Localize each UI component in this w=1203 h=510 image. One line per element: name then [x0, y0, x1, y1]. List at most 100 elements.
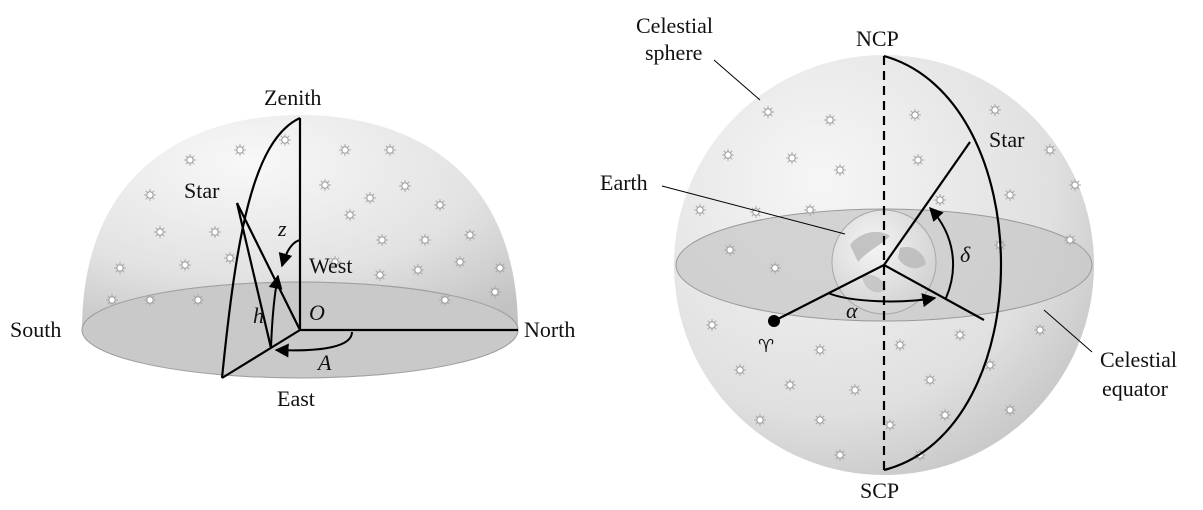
- earth-label: Earth: [600, 170, 648, 195]
- declination-symbol: δ: [960, 242, 971, 267]
- right-ascension-symbol: α: [846, 298, 858, 323]
- background-star: [804, 204, 816, 216]
- background-star: [834, 449, 846, 461]
- background-star: [494, 262, 506, 274]
- altitude-symbol: h: [253, 303, 264, 328]
- vertical-circle-arc: [220, 117, 301, 379]
- earth-leader: [661, 185, 846, 235]
- background-star: [329, 256, 341, 268]
- vernal-equinox-point: [768, 315, 780, 327]
- background-star: [894, 339, 906, 351]
- background-star: [934, 194, 946, 206]
- background-star: [912, 154, 924, 166]
- star-label: Star: [184, 178, 220, 203]
- background-stars: [694, 104, 1081, 461]
- background-star: [419, 234, 431, 246]
- background-star: [762, 106, 774, 118]
- background-star: [434, 199, 446, 211]
- zenith-label: Zenith: [264, 85, 321, 110]
- background-star: [1004, 404, 1016, 416]
- background-star: [706, 319, 718, 331]
- hour-circle-foot-line: [883, 264, 985, 321]
- declination-arrow: [929, 206, 955, 299]
- background-star: [224, 252, 236, 264]
- background-star: [1034, 324, 1046, 336]
- scp-label: SCP: [860, 478, 899, 503]
- background-star: [464, 229, 476, 241]
- background-star: [339, 144, 351, 156]
- background-star: [144, 189, 156, 201]
- background-star: [722, 149, 734, 161]
- zenith-angle-symbol: z: [277, 216, 287, 241]
- ncp-label: NCP: [856, 26, 899, 51]
- vernal-equinox-symbol: ♈: [758, 336, 774, 357]
- background-star: [814, 344, 826, 356]
- north-label: North: [524, 317, 575, 342]
- celestial-sphere-leader: [713, 59, 761, 101]
- background-star: [909, 109, 921, 121]
- star-sightline: [236, 202, 301, 331]
- background-star: [769, 262, 781, 274]
- celestial-sphere-label-line1: Celestial: [636, 13, 713, 38]
- background-star: [884, 419, 896, 431]
- east-line: [221, 329, 301, 379]
- earth-globe: [831, 209, 937, 315]
- background-star: [989, 104, 1001, 116]
- south-label: South: [10, 317, 61, 342]
- background-star: [192, 294, 204, 306]
- background-star: [939, 409, 951, 421]
- background-star: [784, 379, 796, 391]
- celestial-sphere-label-line2: sphere: [645, 40, 702, 65]
- star-foot-line: [235, 202, 273, 349]
- background-star: [184, 154, 196, 166]
- background-star: [786, 152, 798, 164]
- zenith-angle-arrow: [278, 239, 301, 268]
- background-star: [154, 226, 166, 238]
- background-star: [114, 262, 126, 274]
- background-star: [454, 256, 466, 268]
- background-star: [954, 329, 966, 341]
- celestial-equator-label-line1: Celestial: [1100, 347, 1177, 372]
- background-star: [106, 294, 118, 306]
- background-star: [1004, 189, 1016, 201]
- background-star: [1064, 234, 1076, 246]
- background-star: [1069, 179, 1081, 191]
- background-star: [724, 244, 736, 256]
- hour-circle: [883, 54, 1003, 472]
- background-star: [376, 234, 388, 246]
- background-star: [849, 384, 861, 396]
- background-star: [384, 144, 396, 156]
- background-star: [374, 269, 386, 281]
- background-star: [364, 192, 376, 204]
- background-star: [1044, 144, 1056, 156]
- celestial-equator-label-line2: equator: [1102, 376, 1169, 401]
- background-star: [834, 164, 846, 176]
- background-star: [754, 414, 766, 426]
- background-star: [209, 226, 221, 238]
- right-ascension-arrow: [827, 292, 937, 308]
- background-star: [344, 209, 356, 221]
- azimuth-symbol: A: [316, 350, 332, 375]
- altitude-arrow: [268, 274, 283, 349]
- background-star: [814, 414, 826, 426]
- background-star: [824, 114, 836, 126]
- background-star: [179, 259, 191, 271]
- background-star: [924, 374, 936, 386]
- west-label: West: [309, 253, 352, 278]
- star-label: Star: [989, 127, 1025, 152]
- background-star: [412, 264, 424, 276]
- background-star: [399, 180, 411, 192]
- celestial-equator-leader: [1043, 309, 1093, 353]
- background-stars: [106, 134, 506, 306]
- background-star: [279, 134, 291, 146]
- background-star: [734, 364, 746, 376]
- background-star: [439, 294, 451, 306]
- background-star: [144, 294, 156, 306]
- equatorial-diagram: Celestial sphere NCP Star Earth δ α ♈ Ce…: [600, 13, 1177, 503]
- background-star: [319, 179, 331, 191]
- star-direction-line: [883, 141, 971, 266]
- horizon-diagram: Zenith Star z West h O South North A Eas…: [10, 85, 575, 411]
- background-star: [234, 144, 246, 156]
- azimuth-arrow: [274, 331, 353, 358]
